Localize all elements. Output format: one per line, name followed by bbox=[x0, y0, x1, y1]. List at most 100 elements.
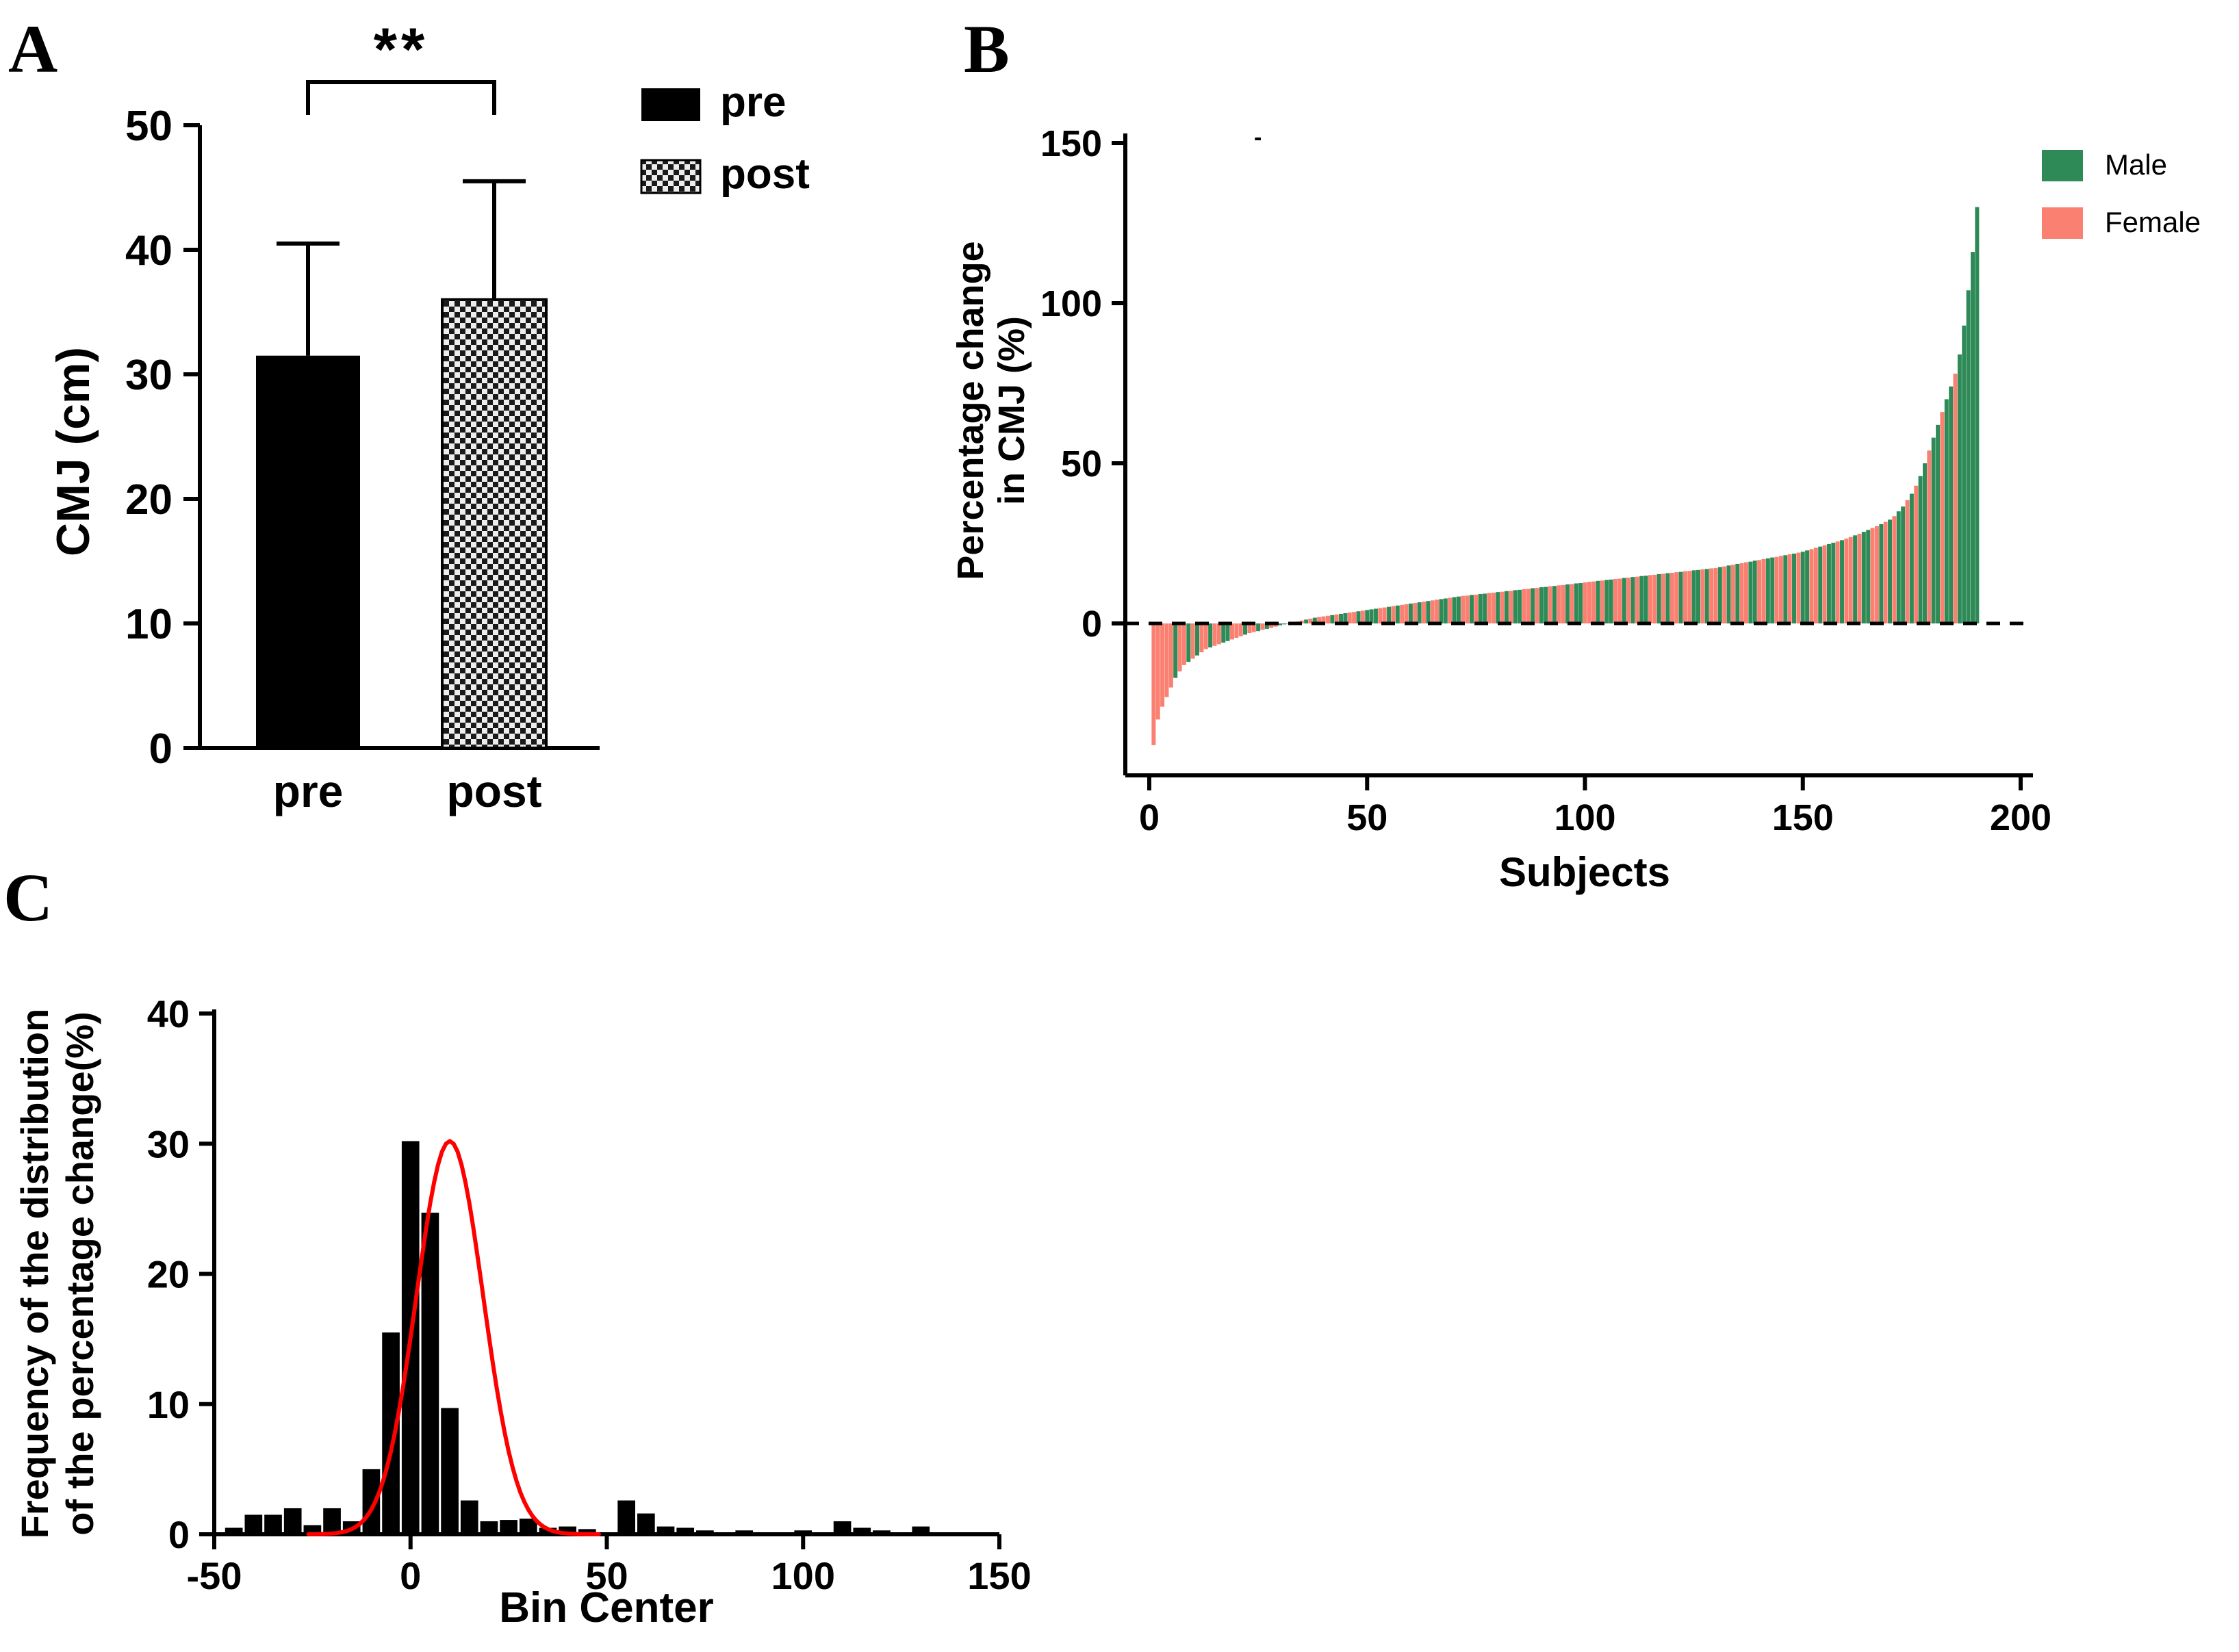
waterfall-bar bbox=[1940, 412, 1945, 623]
waterfall-bar bbox=[1439, 599, 1444, 623]
waterfall-bar bbox=[1866, 530, 1871, 623]
waterfall-bar bbox=[1483, 593, 1487, 623]
waterfall-bar bbox=[1774, 556, 1779, 623]
waterfall-bar bbox=[1435, 599, 1440, 623]
waterfall-bar bbox=[1173, 623, 1178, 678]
waterfall-bar bbox=[1417, 602, 1422, 623]
x-category-label: post bbox=[446, 766, 541, 816]
waterfall-bar bbox=[1888, 519, 1893, 623]
waterfall-bar bbox=[1168, 623, 1173, 688]
y-tick-label: 30 bbox=[147, 1122, 190, 1165]
legend-label-post: post bbox=[720, 151, 810, 198]
panel-b-label: B bbox=[964, 11, 1010, 87]
waterfall-bar bbox=[1922, 463, 1927, 623]
y-tick-label: 50 bbox=[125, 103, 172, 150]
waterfall-bar bbox=[1408, 603, 1413, 623]
waterfall-bar bbox=[1243, 623, 1248, 635]
y-tick-label: 40 bbox=[125, 227, 172, 274]
panel-c-chart: C Frequency of the distribution of the p… bbox=[3, 860, 1032, 1631]
waterfall-bar bbox=[1617, 578, 1622, 623]
y-tick-label: 30 bbox=[125, 352, 172, 399]
waterfall-bar bbox=[1234, 623, 1239, 638]
waterfall-bar bbox=[1199, 623, 1204, 653]
waterfall-bar bbox=[1216, 623, 1221, 645]
waterfall-bar bbox=[1591, 581, 1596, 623]
y-tick-label: 50 bbox=[1061, 443, 1102, 485]
waterfall-bar bbox=[1744, 562, 1749, 623]
waterfall-bar bbox=[1587, 582, 1591, 623]
waterfall-bar bbox=[1478, 593, 1483, 623]
legend-swatch-male bbox=[2042, 150, 2083, 181]
panel-a-plot: 0 10 20 30 40 50 pre post bbox=[125, 103, 600, 816]
waterfall-bar bbox=[1600, 580, 1604, 623]
histogram-bar bbox=[244, 1514, 263, 1534]
waterfall-bar bbox=[1308, 618, 1313, 623]
waterfall-bar bbox=[1155, 623, 1160, 720]
waterfall-bar bbox=[1561, 584, 1565, 623]
waterfall-bar bbox=[1927, 450, 1932, 623]
waterfall-bar bbox=[1247, 623, 1252, 634]
waterfall-bar bbox=[1905, 500, 1910, 623]
waterfall-bar bbox=[1861, 532, 1866, 623]
significance-stars: ** bbox=[374, 15, 429, 83]
x-category-label: pre bbox=[273, 766, 344, 816]
histogram-bar bbox=[460, 1500, 478, 1534]
legend-label-pre: pre bbox=[720, 79, 786, 126]
waterfall-bar bbox=[1256, 623, 1261, 632]
waterfall-bar bbox=[1687, 571, 1692, 623]
bar-pre bbox=[256, 355, 360, 748]
waterfall-bar bbox=[1800, 552, 1805, 623]
waterfall-bar bbox=[1896, 511, 1901, 623]
panel-a-chart: A CMJ (cm) ** 0 10 20 30 40 50 pre post pre pos… bbox=[8, 11, 810, 816]
waterfall-bar bbox=[1726, 565, 1731, 623]
waterfall-bar bbox=[1944, 399, 1949, 623]
waterfall-bar bbox=[1496, 592, 1500, 623]
waterfall-bar bbox=[1557, 585, 1561, 623]
waterfall-bar bbox=[1848, 537, 1853, 623]
histogram-bar bbox=[873, 1530, 891, 1534]
waterfall-bar bbox=[1962, 325, 1967, 623]
y-tick-label: 100 bbox=[1040, 283, 1102, 324]
y-tick-label: 0 bbox=[168, 1513, 190, 1556]
legend-swatch-post bbox=[640, 159, 702, 194]
significance-bracket bbox=[306, 80, 496, 115]
waterfall-bar bbox=[1321, 616, 1326, 623]
waterfall-bar bbox=[1539, 587, 1544, 623]
histogram-bar bbox=[225, 1527, 243, 1534]
fit-curve bbox=[306, 1139, 601, 1536]
waterfall-bar bbox=[1177, 623, 1182, 672]
waterfall-bar bbox=[1831, 543, 1836, 623]
x-tick-label: 50 bbox=[585, 1554, 628, 1597]
y-tick-label: 10 bbox=[147, 1383, 190, 1426]
y-tick-label: 40 bbox=[147, 992, 190, 1035]
waterfall-bar bbox=[1883, 521, 1888, 623]
waterfall-bar bbox=[1452, 597, 1457, 623]
waterfall-bar bbox=[1796, 552, 1801, 623]
waterfall-bar bbox=[1347, 612, 1352, 623]
waterfall-bar bbox=[1683, 571, 1687, 623]
waterfall-bar bbox=[1552, 586, 1557, 623]
waterfall-bar bbox=[1656, 573, 1661, 623]
waterfall-bar bbox=[1805, 550, 1810, 623]
waterfall-bar bbox=[1421, 602, 1426, 623]
waterfall-bar bbox=[1317, 617, 1322, 623]
waterfall-bar bbox=[1334, 614, 1339, 623]
waterfall-bar bbox=[1382, 607, 1387, 623]
waterfall-bar bbox=[1669, 573, 1674, 623]
panel-b-y-axis-title-line2: in CMJ (%) bbox=[991, 316, 1032, 505]
waterfall-bar bbox=[1874, 526, 1879, 623]
panel-c-y-axis-title-line1: Frequency of the distribution bbox=[13, 1009, 56, 1539]
stray-mark: - bbox=[1254, 125, 1262, 151]
waterfall-bar bbox=[1535, 588, 1539, 623]
x-tick-label: 0 bbox=[1139, 797, 1160, 838]
waterfall-bar bbox=[1752, 560, 1757, 623]
histogram-bar bbox=[696, 1530, 714, 1534]
waterfall-bar bbox=[1813, 547, 1818, 623]
waterfall-bar bbox=[1343, 613, 1348, 623]
waterfall-bar bbox=[1717, 567, 1722, 623]
panel-a-label: A bbox=[8, 11, 57, 87]
waterfall-bar bbox=[1770, 557, 1775, 623]
waterfall-bar bbox=[1526, 589, 1531, 623]
waterfall-bar bbox=[1260, 623, 1265, 630]
